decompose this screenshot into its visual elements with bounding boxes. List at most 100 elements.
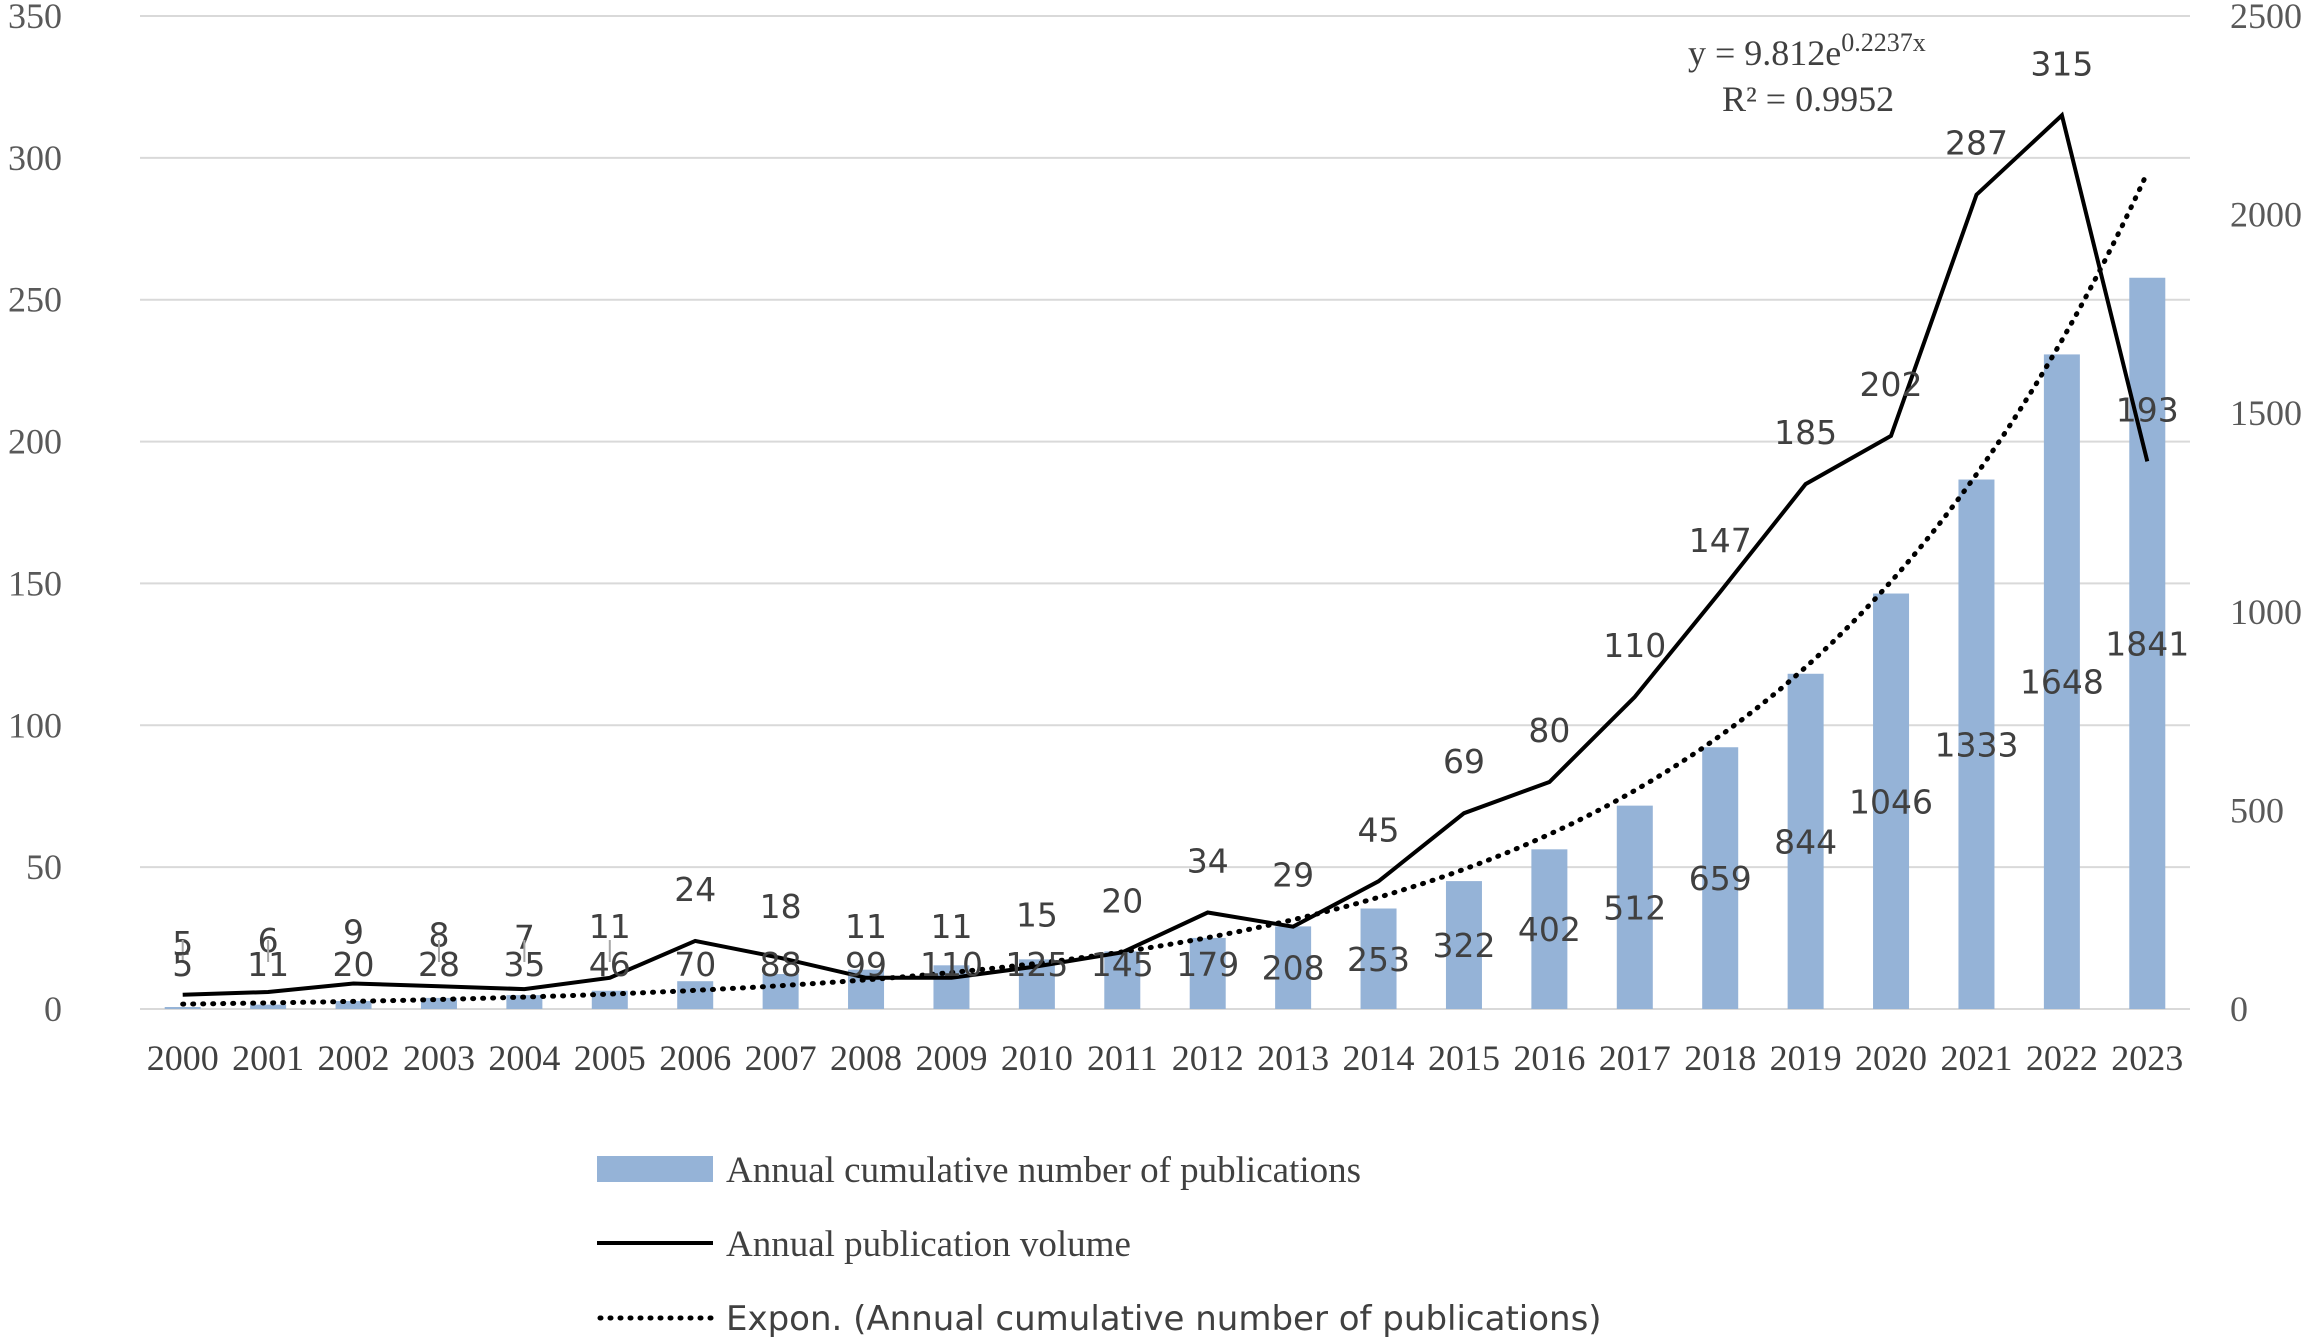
x-axis-tick-label: 2022 [2026,1038,2098,1078]
line-data-label: 11 [930,907,972,946]
line-data-label: 11 [845,907,887,946]
left-axis-tick-label: 200 [8,422,62,462]
line-data-label: 287 [1945,124,2008,163]
bar-data-label: 28 [418,945,460,984]
bar-data-label: 110 [920,945,983,984]
bar-data-label: 35 [503,945,545,984]
bar-data-label: 179 [1176,945,1239,984]
x-axis-tick-label: 2017 [1599,1038,1671,1078]
bar [1360,908,1397,1009]
trendline-equation-text: y = 9.812e0.2237x [1688,28,1926,73]
trendline-path [180,170,2150,1007]
x-axis-tick-label: 2010 [1001,1038,1073,1078]
x-axis-tick-label: 2003 [403,1038,475,1078]
x-axis-tick-label: 2006 [659,1038,731,1078]
bar [1104,951,1141,1009]
line-data-label: 69 [1443,742,1485,781]
bar [677,981,714,1009]
bar-data-label: 1333 [1934,725,2018,764]
bar-data-label: 99 [845,945,887,984]
bar [1958,479,1995,1009]
bar [1275,926,1312,1009]
line-data-label: 8 [428,915,449,954]
leader-lines [181,940,611,962]
legend-label-bars: Annual cumulative number of publications [726,1150,1361,1191]
bar-data-label: 1648 [2020,663,2104,702]
bar [1616,805,1653,1009]
x-axis-tick-label: 2016 [1513,1038,1585,1078]
bar-data-label: 322 [1432,926,1495,965]
bar [1445,881,1482,1009]
x-axis-tick-label: 2007 [745,1038,817,1078]
bar [1702,747,1739,1009]
bar-data-labels: 5 11 20 28 35 46 70 88 99 110 125 145 179 208 253 322 40… [172,624,2189,987]
bar [1787,673,1824,1009]
x-axis-tick-label: 2004 [488,1038,560,1078]
left-axis-tick-label: 100 [8,705,62,745]
bar [1189,937,1226,1009]
left-axis-tick-label: 0 [44,989,62,1029]
x-axis-tick-label: 2002 [318,1038,390,1078]
trendline-r-squared: R² = 0.9952 [1722,79,1894,119]
right-axis-tick-label: 0 [2230,989,2248,1029]
trendline-equation: y = 9.812e0.2237x R² = 0.9952 [1688,28,1926,119]
bar [1873,593,1910,1009]
gridlines [140,15,2190,1010]
bar-data-label: 253 [1347,940,1410,979]
line-data-label: 315 [2030,44,2093,83]
bar-data-label: 70 [674,945,716,984]
x-axis: 2000 2001 2002 2003 2004 2005 2006 2007 2008 2009… [147,1038,2184,1078]
x-axis-tick-label: 2001 [232,1038,304,1078]
bar [335,1001,372,1009]
x-axis-tick-label: 2008 [830,1038,902,1078]
line-data-label: 20 [1101,881,1143,920]
left-axis-tick-label: 350 [8,0,62,36]
line-data-label: 185 [1774,413,1837,452]
x-axis-tick-label: 2014 [1343,1038,1415,1078]
left-axis-tick-label: 50 [26,847,62,887]
legend: Annual cumulative number of publications… [597,1150,1602,1339]
bar-data-label: 512 [1603,888,1666,927]
x-axis-tick-label: 2023 [2111,1038,2183,1078]
bar-data-label: 659 [1689,859,1752,898]
bar [1531,849,1568,1009]
bar [420,997,457,1009]
legend-swatch-bars [597,1156,713,1182]
legend-label-line: Annual publication volume [726,1224,1131,1265]
bar-data-label: 11 [247,945,289,984]
bar [164,1007,201,1009]
bar-data-label: 208 [1262,949,1325,988]
bar [2043,354,2080,1009]
left-axis: 0 50 100 150 200 250 300 350 [8,0,62,1029]
line-data-label: 18 [760,887,802,926]
x-axis-tick-label: 2018 [1684,1038,1756,1078]
line-data-label: 9 [343,912,364,951]
line-data-label: 15 [1016,895,1058,934]
line-path [182,111,2150,997]
bar-data-label: 844 [1774,822,1837,861]
x-axis-tick-label: 2015 [1428,1038,1500,1078]
right-axis-tick-label: 2000 [2230,195,2302,235]
line-data-label: 11 [589,907,631,946]
line-series [182,111,2150,997]
legend-label-trendline: Expon. (Annual cumulative number of publ… [726,1299,1602,1339]
bar-data-label: 1046 [1849,782,1933,821]
x-axis-tick-label: 2020 [1855,1038,1927,1078]
line-data-label: 80 [1528,711,1570,750]
line-data-label: 34 [1187,842,1229,881]
right-axis-tick-label: 500 [2230,790,2284,830]
right-axis-tick-label: 2500 [2230,0,2302,36]
line-data-label: 24 [674,870,716,909]
x-axis-tick-label: 2013 [1257,1038,1329,1078]
left-axis-tick-label: 150 [8,563,62,603]
line-data-label: 147 [1689,521,1752,560]
bar [250,1004,287,1009]
bar-data-label: 5 [172,945,193,984]
bar-data-label: 46 [589,945,631,984]
left-axis-tick-label: 250 [8,280,62,320]
line-data-label: 45 [1358,810,1400,849]
bar-data-label: 20 [333,945,375,984]
x-axis-tick-label: 2021 [1940,1038,2012,1078]
